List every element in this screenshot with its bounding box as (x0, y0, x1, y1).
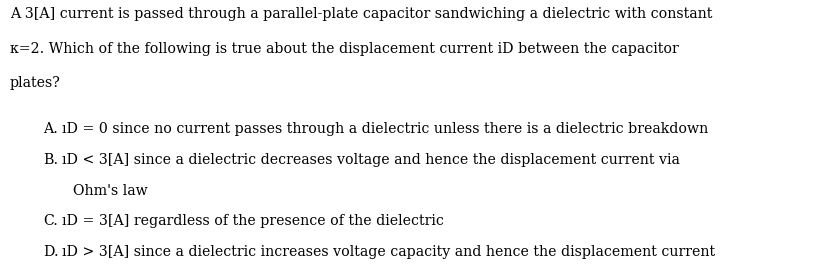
Text: A 3[A] current is passed through a parallel-plate capacitor sandwiching a dielec: A 3[A] current is passed through a paral… (10, 7, 712, 21)
Text: B.: B. (43, 153, 58, 167)
Text: C.: C. (43, 214, 58, 228)
Text: ıD < 3[A] since a dielectric decreases voltage and hence the displacement curren: ıD < 3[A] since a dielectric decreases v… (62, 153, 681, 167)
Text: ıD = 3[A] regardless of the presence of the dielectric: ıD = 3[A] regardless of the presence of … (62, 214, 444, 228)
Text: Ohm's law: Ohm's law (73, 184, 148, 198)
Text: ıD = 0 since no current passes through a dielectric unless there is a dielectric: ıD = 0 since no current passes through a… (62, 122, 709, 136)
Text: ıD > 3[A] since a dielectric increases voltage capacity and hence the displaceme: ıD > 3[A] since a dielectric increases v… (62, 245, 716, 259)
Text: κ=2. Which of the following is true about the displacement current iD between th: κ=2. Which of the following is true abou… (10, 42, 679, 55)
Text: A.: A. (43, 122, 58, 136)
Text: plates?: plates? (10, 76, 61, 90)
Text: D.: D. (43, 245, 59, 259)
